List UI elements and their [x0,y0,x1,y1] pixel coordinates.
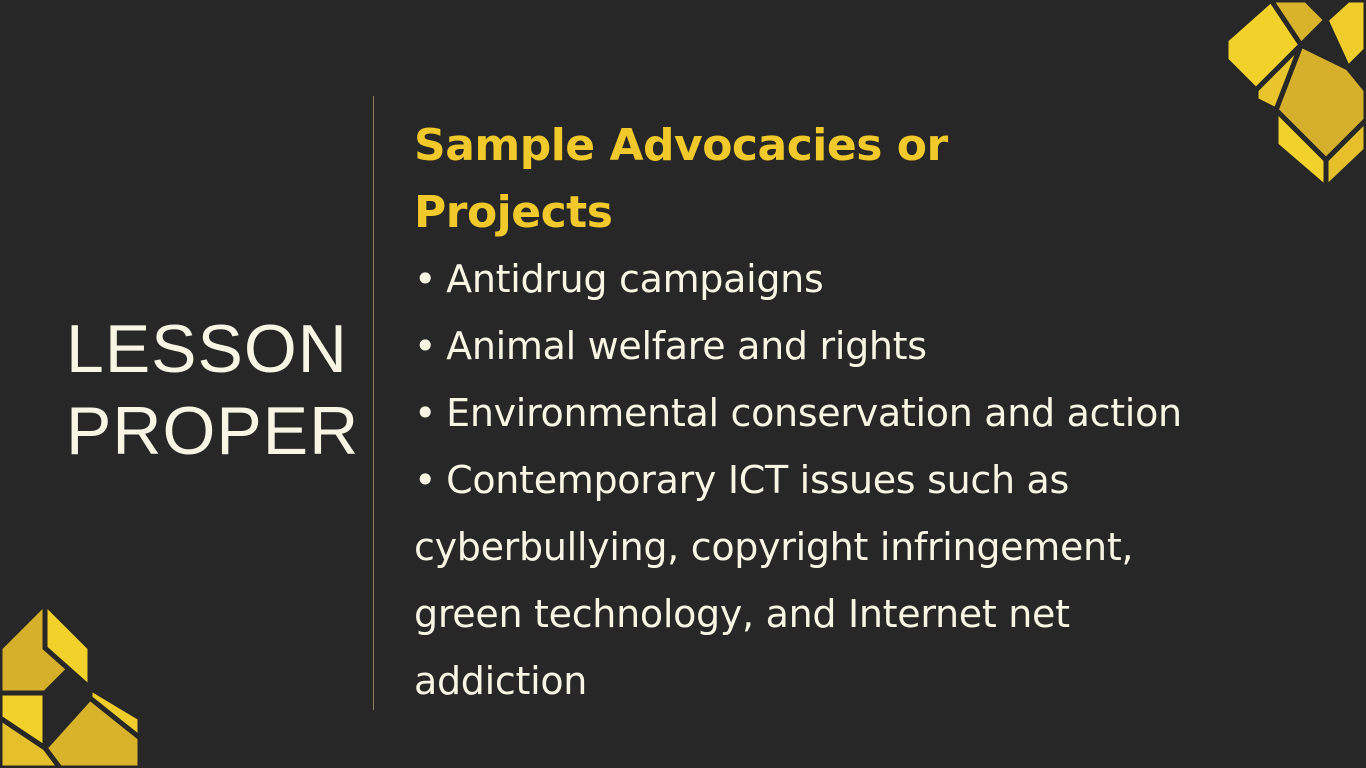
list-item-text: Environmental conservation and action [446,391,1182,435]
decorative-cubes-bottom-left [0,598,140,768]
content-panel: Sample Advocacies or Projects • Antidrug … [414,112,1314,715]
bullet-icon: • [414,257,437,301]
list-item: • Antidrug campaigns [414,246,1314,313]
lesson-proper-title: LESSON PROPER [66,308,366,472]
side-title-line-1: LESSON [66,311,348,387]
section-heading: Sample Advocacies or Projects [414,120,948,238]
bullet-icon: • [414,458,437,502]
list-item-text: Contemporary ICT issues such as [446,458,1070,502]
vertical-divider [373,96,374,710]
side-title-line-2: PROPER [66,393,360,469]
list-item-text: Animal welfare and rights [446,324,927,368]
advocacy-list: • Antidrug campaigns • Animal welfare and … [414,246,1314,715]
list-item: • Contemporary ICT issues such as [414,447,1314,514]
decorative-cubes-top-right [1226,0,1366,190]
list-item-continuation: addiction [414,659,588,703]
list-item: • Environmental conservation and action [414,380,1314,447]
bullet-icon: • [414,391,437,435]
list-item: • Animal welfare and rights [414,313,1314,380]
list-item-text: Antidrug campaigns [446,257,824,301]
list-item-continuation: green technology, and Internet net [414,592,1070,636]
list-item-continuation: cyberbullying, copyright infringement, [414,525,1134,569]
bullet-icon: • [414,324,437,368]
